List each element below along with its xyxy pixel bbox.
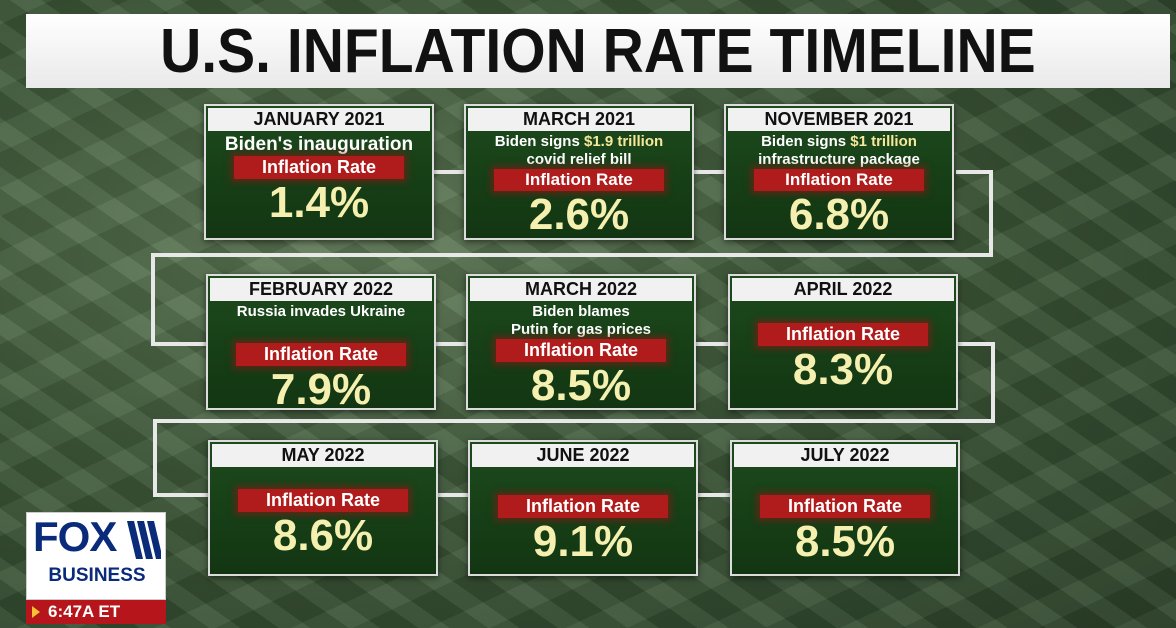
timeline-card-nov-2021: NOVEMBER 2021 Biden signs $1 trillion in…: [724, 104, 954, 240]
inflation-rate-value: 2.6%: [528, 190, 630, 239]
inflation-rate-label: Inflation Rate: [758, 323, 928, 346]
card-date: JANUARY 2021: [208, 108, 430, 131]
inflation-rate-label: Inflation Rate: [496, 339, 666, 362]
logo-stripes-icon: [127, 521, 161, 559]
card-event: Biden blames Putin for gas prices: [510, 303, 652, 338]
inflation-rate-value: 8.5%: [530, 361, 632, 410]
card-date: JUNE 2022: [472, 444, 694, 467]
title-banner: U.S. INFLATION RATE TIMELINE: [26, 14, 1170, 88]
clock-time: 6:47A ET: [48, 602, 121, 621]
inflation-rate-value: 8.6%: [272, 511, 374, 560]
play-arrow-icon: [32, 606, 40, 618]
timeline-card-jul-2022: JULY 2022 Inflation Rate 8.5%: [730, 440, 960, 576]
page-title: U.S. INFLATION RATE TIMELINE: [160, 16, 1036, 86]
card-date: FEBRUARY 2022: [210, 278, 432, 301]
timeline-card-feb-2022: FEBRUARY 2022 Russia invades Ukraine Inf…: [206, 274, 436, 414]
card-date: MARCH 2022: [470, 278, 692, 301]
event-highlight: $1.9 trillion: [583, 133, 664, 150]
fox-business-logo: FOX BUSINESS: [26, 512, 166, 600]
logo-brand: FOX: [33, 513, 117, 560]
inflation-rate-value: 1.4%: [268, 178, 370, 227]
inflation-rate-label: Inflation Rate: [494, 169, 664, 191]
event-highlight: $1 trillion: [850, 133, 917, 150]
inflation-rate-label: Inflation Rate: [236, 343, 406, 366]
timeline-card-mar-2021: MARCH 2021 Biden signs $1.9 trillion cov…: [464, 104, 694, 240]
inflation-rate-label: Inflation Rate: [234, 156, 404, 179]
inflation-rate-label: Inflation Rate: [498, 495, 668, 518]
inflation-rate-label: Inflation Rate: [238, 489, 408, 512]
timeline-card-mar-2022: MARCH 2022 Biden blames Putin for gas pr…: [466, 274, 696, 410]
card-date: MARCH 2021: [468, 108, 690, 131]
card-event: Russia invades Ukraine: [236, 303, 406, 320]
card-date: MAY 2022: [212, 444, 434, 467]
card-date: NOVEMBER 2021: [728, 108, 950, 131]
timeline-card-apr-2022: APRIL 2022 Inflation Rate 8.3%: [728, 274, 958, 410]
card-date: APRIL 2022: [732, 278, 954, 301]
inflation-rate-value: 7.9%: [270, 365, 372, 414]
timeline-card-jan-2021: JANUARY 2021 Biden's inauguration Inflat…: [204, 104, 434, 240]
card-event: Biden's inauguration: [224, 134, 414, 155]
timeline-card-may-2022: MAY 2022 Inflation Rate 8.6%: [208, 440, 438, 576]
inflation-rate-label: Inflation Rate: [754, 169, 924, 191]
inflation-rate-value: 6.8%: [788, 190, 890, 239]
inflation-rate-value: 8.3%: [792, 345, 894, 394]
card-event: Biden signs $1.9 trillion covid relief b…: [494, 133, 664, 168]
card-date: JULY 2022: [734, 444, 956, 467]
clock-bar: 6:47A ET: [26, 600, 166, 624]
inflation-rate-value: 9.1%: [532, 517, 634, 566]
inflation-rate-value: 8.5%: [794, 517, 896, 566]
logo-subtitle: BUSINESS: [48, 565, 146, 586]
inflation-rate-label: Inflation Rate: [760, 495, 930, 518]
card-event: Biden signs $1 trillion infrastructure p…: [758, 133, 920, 168]
timeline-card-jun-2022: JUNE 2022 Inflation Rate 9.1%: [468, 440, 698, 576]
